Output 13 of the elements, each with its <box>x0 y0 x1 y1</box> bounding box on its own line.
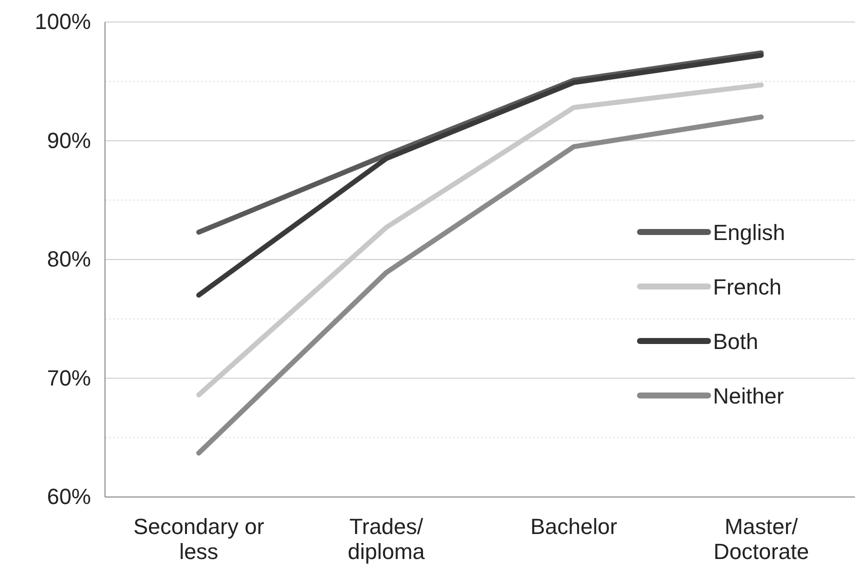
x-tick-label: Trades/ diploma <box>348 514 426 564</box>
legend-label: French <box>713 274 782 300</box>
legend-label: Neither <box>713 384 784 408</box>
y-tick-label: 90% <box>46 128 91 153</box>
y-tick-label: 60% <box>46 484 91 510</box>
legend-label: Both <box>713 329 758 354</box>
x-tick-label: Master/ Doctorate <box>714 514 809 564</box>
y-tick-label: 80% <box>46 246 91 272</box>
x-tick-label: Secondary or less <box>133 514 264 564</box>
legend-label: English <box>713 220 786 245</box>
x-tick-label: Bachelor <box>530 514 618 539</box>
y-tick-label: 70% <box>46 365 91 390</box>
y-tick-label: 100% <box>34 9 91 34</box>
